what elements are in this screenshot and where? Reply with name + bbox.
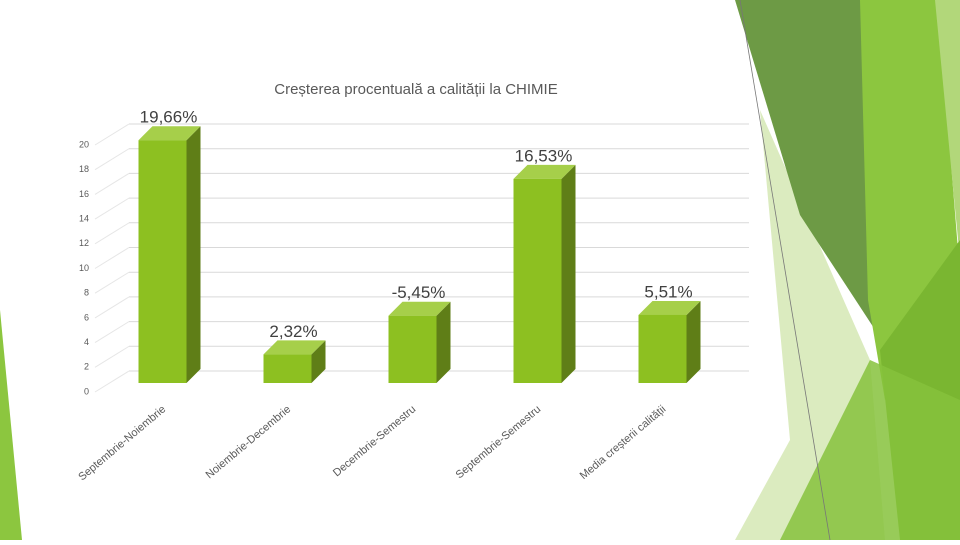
bar bbox=[263, 354, 312, 383]
data-label: 2,32% bbox=[269, 322, 317, 341]
grid-depth-line bbox=[94, 296, 130, 319]
accent-shape bbox=[0, 310, 22, 540]
y-tick-label: 20 bbox=[79, 139, 89, 149]
grid-depth-line bbox=[94, 172, 130, 195]
data-label: 19,66% bbox=[140, 108, 198, 127]
bar bbox=[138, 140, 187, 383]
bar-side bbox=[311, 340, 326, 383]
x-tick-label: Media creșterii calității bbox=[578, 403, 669, 482]
y-tick-label: 2 bbox=[84, 362, 89, 372]
y-tick-label: 0 bbox=[84, 386, 89, 396]
accent-shape bbox=[935, 0, 960, 260]
y-tick-label: 8 bbox=[84, 288, 89, 298]
bar-top bbox=[638, 300, 701, 315]
bar-side bbox=[186, 126, 201, 383]
y-tick-label: 16 bbox=[79, 189, 89, 199]
bar-top bbox=[263, 340, 326, 355]
y-tick-label: 10 bbox=[79, 263, 89, 273]
y-tick-label: 6 bbox=[84, 312, 89, 322]
bar-side bbox=[561, 164, 576, 383]
y-tick-label: 14 bbox=[79, 213, 89, 223]
chart-title: Creșterea procentuală a calității la CHI… bbox=[274, 81, 557, 98]
x-tick-label: Septembrie-Noiembrie bbox=[76, 403, 168, 483]
grid-depth-line bbox=[94, 271, 130, 294]
data-label: -5,45% bbox=[392, 283, 446, 302]
data-label: 5,51% bbox=[644, 282, 692, 301]
y-tick-label: 12 bbox=[79, 238, 89, 248]
grid-depth-line bbox=[94, 123, 130, 146]
grid-depth-line bbox=[94, 222, 130, 245]
bar-side bbox=[686, 300, 701, 383]
bar-top bbox=[388, 301, 451, 316]
grid-depth-line bbox=[94, 197, 130, 220]
bar bbox=[638, 314, 687, 383]
x-tick-label: Decembrie-Semestru bbox=[331, 403, 418, 479]
accent-shape bbox=[780, 360, 960, 540]
grid-depth-line bbox=[94, 345, 130, 368]
bar-top bbox=[513, 164, 576, 179]
data-label: 16,53% bbox=[515, 146, 573, 165]
y-tick-label: 4 bbox=[84, 337, 89, 347]
bar-side bbox=[436, 301, 451, 383]
accent-shape bbox=[735, 0, 885, 345]
grid-depth-line bbox=[94, 148, 130, 171]
grid-depth-line bbox=[94, 321, 130, 344]
bar bbox=[513, 178, 562, 383]
grid-depth-line bbox=[94, 370, 130, 393]
x-tick-label: Septembrie-Semestru bbox=[454, 403, 544, 481]
x-tick-label: Noiembrie-Decembrie bbox=[204, 403, 294, 481]
bar bbox=[388, 315, 437, 383]
bar-top bbox=[138, 126, 201, 141]
accent-line bbox=[739, 0, 831, 541]
y-tick-label: 18 bbox=[79, 164, 89, 174]
grid-depth-line bbox=[94, 247, 130, 269]
